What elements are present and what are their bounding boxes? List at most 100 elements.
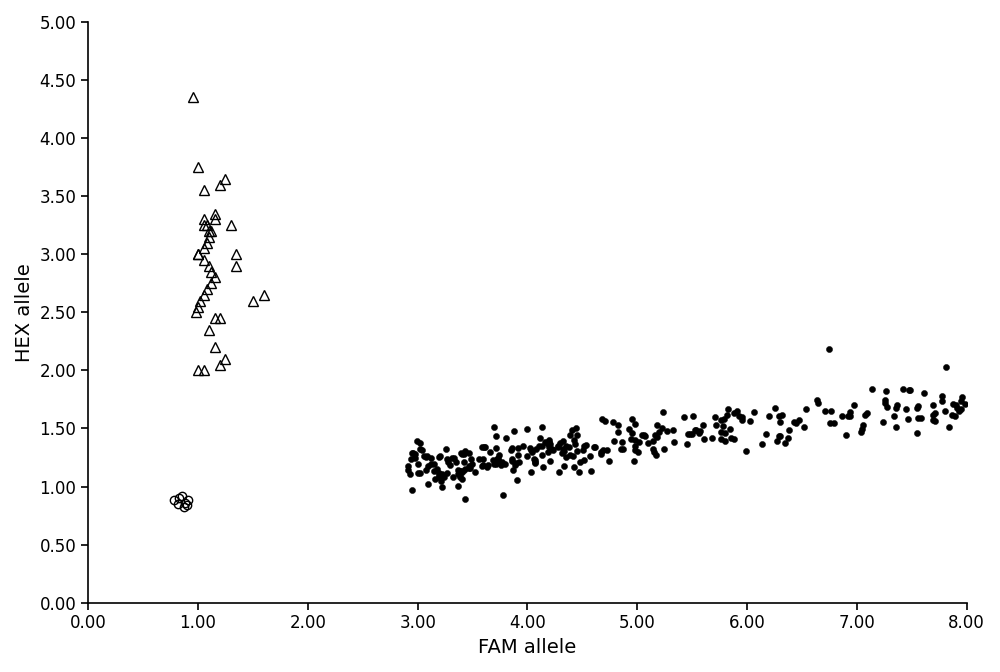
- Point: [913, 413, 929, 424]
- Point: [901, 385, 917, 396]
- Point: [593, 448, 609, 459]
- Point: [554, 448, 570, 458]
- Point: [571, 467, 587, 478]
- Point: [864, 384, 880, 394]
- Point: [528, 444, 544, 454]
- Point: [489, 454, 505, 464]
- Point: [927, 415, 943, 426]
- Point: [400, 460, 416, 471]
- Point: [774, 410, 790, 421]
- Point: [587, 442, 603, 452]
- Point: [545, 445, 561, 456]
- Point: [444, 453, 460, 464]
- Point: [822, 418, 838, 429]
- Point: [624, 414, 640, 425]
- Point: [438, 444, 454, 454]
- Point: [420, 461, 436, 472]
- Point: [781, 425, 797, 436]
- Point: [613, 444, 629, 455]
- Point: [558, 440, 574, 451]
- Point: [565, 451, 581, 462]
- Point: [676, 412, 692, 423]
- Point: [450, 464, 466, 475]
- Point: [786, 417, 802, 427]
- Point: [433, 476, 449, 487]
- Point: [826, 417, 842, 428]
- Point: [552, 437, 568, 448]
- Point: [726, 434, 742, 445]
- Point: [595, 445, 611, 456]
- Point: [503, 445, 519, 456]
- Point: [505, 464, 521, 475]
- Point: [432, 451, 448, 462]
- Point: [431, 471, 447, 482]
- Point: [474, 442, 490, 452]
- Point: [925, 409, 941, 420]
- Point: [777, 437, 793, 448]
- Point: [627, 440, 643, 451]
- Point: [456, 449, 472, 460]
- Point: [877, 395, 893, 406]
- Point: [715, 421, 731, 431]
- Point: [842, 407, 858, 418]
- Point: [519, 424, 535, 435]
- Point: [645, 443, 661, 454]
- Point: [934, 391, 950, 402]
- Point: [488, 443, 504, 454]
- Point: [754, 439, 770, 450]
- Point: [486, 421, 502, 432]
- Point: [542, 456, 558, 466]
- Point: [412, 468, 428, 478]
- Point: [648, 450, 664, 460]
- Point: [938, 362, 954, 373]
- Point: [953, 395, 969, 406]
- Point: [464, 459, 480, 470]
- Point: [556, 461, 572, 472]
- Point: [647, 429, 663, 440]
- Point: [934, 396, 950, 407]
- Point: [540, 446, 556, 457]
- Point: [853, 427, 869, 437]
- Point: [925, 399, 941, 410]
- Point: [523, 467, 539, 478]
- Point: [527, 457, 543, 468]
- Point: [403, 453, 419, 464]
- Point: [506, 425, 522, 436]
- Point: [550, 441, 566, 452]
- Point: [488, 458, 504, 469]
- Point: [510, 443, 526, 454]
- Point: [772, 417, 788, 427]
- Point: [434, 468, 450, 479]
- Point: [555, 444, 571, 454]
- Point: [475, 454, 491, 464]
- Point: [566, 461, 582, 472]
- Point: [605, 417, 621, 428]
- Point: [569, 430, 585, 441]
- Point: [453, 448, 469, 458]
- Point: [688, 425, 704, 435]
- Point: [582, 450, 598, 461]
- Point: [634, 429, 650, 440]
- Point: [771, 411, 787, 421]
- Point: [532, 432, 548, 443]
- Point: [455, 466, 471, 477]
- Point: [649, 419, 665, 430]
- Point: [597, 415, 613, 426]
- Point: [615, 444, 631, 455]
- Point: [522, 443, 538, 454]
- Point: [461, 460, 477, 471]
- Point: [722, 424, 738, 435]
- Point: [426, 459, 442, 470]
- Point: [704, 432, 720, 443]
- Point: [944, 409, 960, 420]
- Point: [568, 422, 584, 433]
- Point: [404, 485, 420, 495]
- Point: [691, 428, 707, 439]
- Point: [916, 387, 932, 398]
- Point: [457, 446, 473, 456]
- Point: [439, 468, 455, 478]
- Point: [527, 458, 543, 468]
- Point: [742, 416, 758, 427]
- Point: [440, 457, 456, 468]
- Point: [734, 415, 750, 425]
